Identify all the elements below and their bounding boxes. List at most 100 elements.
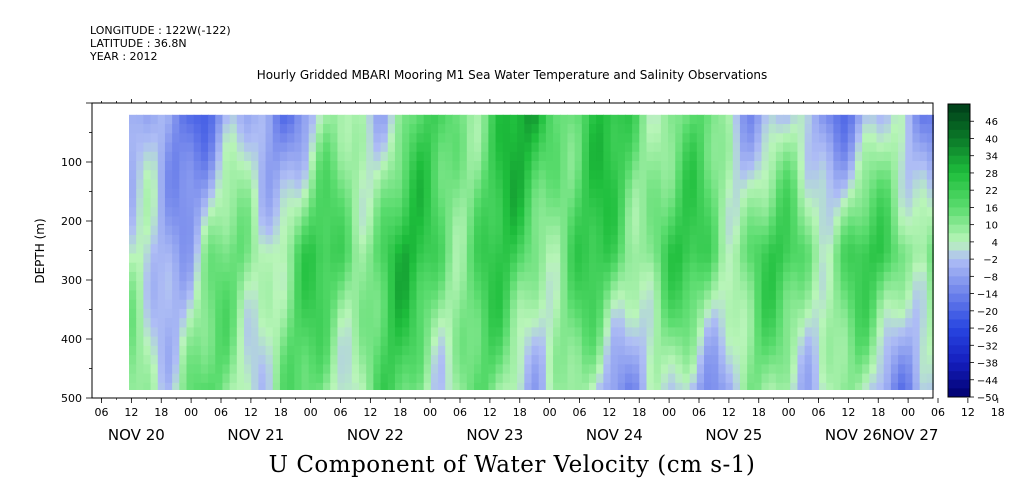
field-cell: [790, 133, 799, 144]
field-cell: [833, 179, 842, 190]
field-cell: [495, 188, 504, 199]
x-tick-label: 12: [363, 406, 377, 419]
field-cell: [186, 345, 195, 356]
field-cell: [459, 373, 468, 384]
field-cell: [301, 114, 310, 125]
field-cell: [366, 373, 374, 384]
field-cell: [236, 355, 245, 365]
field-cell: [402, 179, 410, 190]
field-cell: [639, 244, 648, 255]
field-cell: [926, 299, 934, 310]
field-cell: [459, 271, 468, 282]
field-cell: [236, 318, 245, 328]
field-cell: [215, 124, 224, 134]
field-cell: [696, 327, 705, 338]
field-cell: [747, 142, 755, 153]
field-cell: [200, 161, 209, 171]
field-cell: [883, 216, 892, 227]
field-cell: [215, 133, 224, 144]
field-cell: [416, 290, 425, 301]
field-cell: [495, 161, 504, 171]
field-cell: [653, 244, 662, 255]
field-cell: [797, 133, 806, 144]
field-cell: [632, 271, 640, 282]
field-cell: [301, 188, 310, 199]
field-cell: [632, 382, 640, 390]
field-cell: [545, 225, 554, 236]
field-cell: [172, 234, 180, 245]
field-cell: [682, 216, 691, 227]
field-cell: [632, 234, 640, 245]
field-cell: [775, 364, 784, 375]
field-cell: [732, 382, 741, 390]
field-cell: [200, 382, 209, 390]
field-cell: [624, 151, 633, 162]
field-cell: [164, 225, 173, 236]
field-cell: [488, 207, 497, 218]
field-cell: [351, 216, 360, 227]
field-cell: [617, 188, 626, 199]
field-cell: [912, 364, 921, 375]
field-cell: [854, 151, 863, 162]
field-cell: [912, 318, 921, 328]
field-cell: [660, 373, 669, 384]
field-cell: [222, 161, 231, 171]
field-cell: [840, 197, 849, 208]
field-cell: [617, 114, 626, 125]
field-cell: [804, 364, 813, 375]
field-cell: [373, 253, 382, 264]
field-cell: [172, 373, 180, 384]
field-cell: [179, 234, 188, 245]
field-cell: [387, 345, 396, 356]
field-cell: [409, 299, 418, 310]
field-cell: [351, 281, 360, 292]
field-cell: [172, 262, 180, 273]
field-cell: [143, 188, 152, 199]
field-cell: [833, 207, 842, 218]
field-cell: [129, 124, 137, 134]
field-cell: [632, 290, 640, 301]
field-cell: [919, 318, 928, 328]
field-cell: [718, 142, 727, 153]
field-cell: [725, 308, 734, 319]
field-cell: [330, 299, 339, 310]
field-cell: [272, 234, 281, 245]
field-cell: [265, 373, 274, 384]
field-cell: [430, 225, 439, 236]
field-cell: [524, 345, 533, 356]
field-cell: [236, 262, 245, 273]
field-cell: [819, 133, 827, 144]
field-cell: [883, 281, 892, 292]
field-cell: [208, 299, 216, 310]
field-cell: [804, 373, 813, 384]
field-cell: [394, 161, 403, 171]
field-cell: [272, 114, 281, 125]
field-cell: [768, 308, 777, 319]
field-cell: [157, 299, 166, 310]
field-cell: [459, 262, 468, 273]
field-cell: [768, 133, 777, 144]
field-cell: [790, 197, 799, 208]
field-cell: [545, 142, 554, 153]
field-cell: [236, 216, 245, 227]
field-cell: [840, 244, 849, 255]
field-cell: [416, 188, 425, 199]
field-cell: [883, 327, 892, 338]
field-cell: [574, 216, 583, 227]
field-cell: [394, 373, 403, 384]
field-cell: [301, 373, 310, 384]
field-cell: [524, 161, 533, 171]
field-cell: [761, 382, 770, 390]
field-cell: [718, 336, 727, 347]
field-cell: [668, 114, 676, 125]
field-cell: [366, 364, 374, 375]
field-cell: [718, 299, 727, 310]
field-cell: [790, 281, 799, 292]
field-cell: [653, 216, 662, 227]
field-cell: [409, 318, 418, 328]
field-cell: [581, 161, 590, 171]
field-cell: [459, 124, 468, 134]
field-cell: [387, 234, 396, 245]
field-cell: [301, 271, 310, 282]
field-cell: [790, 216, 799, 227]
